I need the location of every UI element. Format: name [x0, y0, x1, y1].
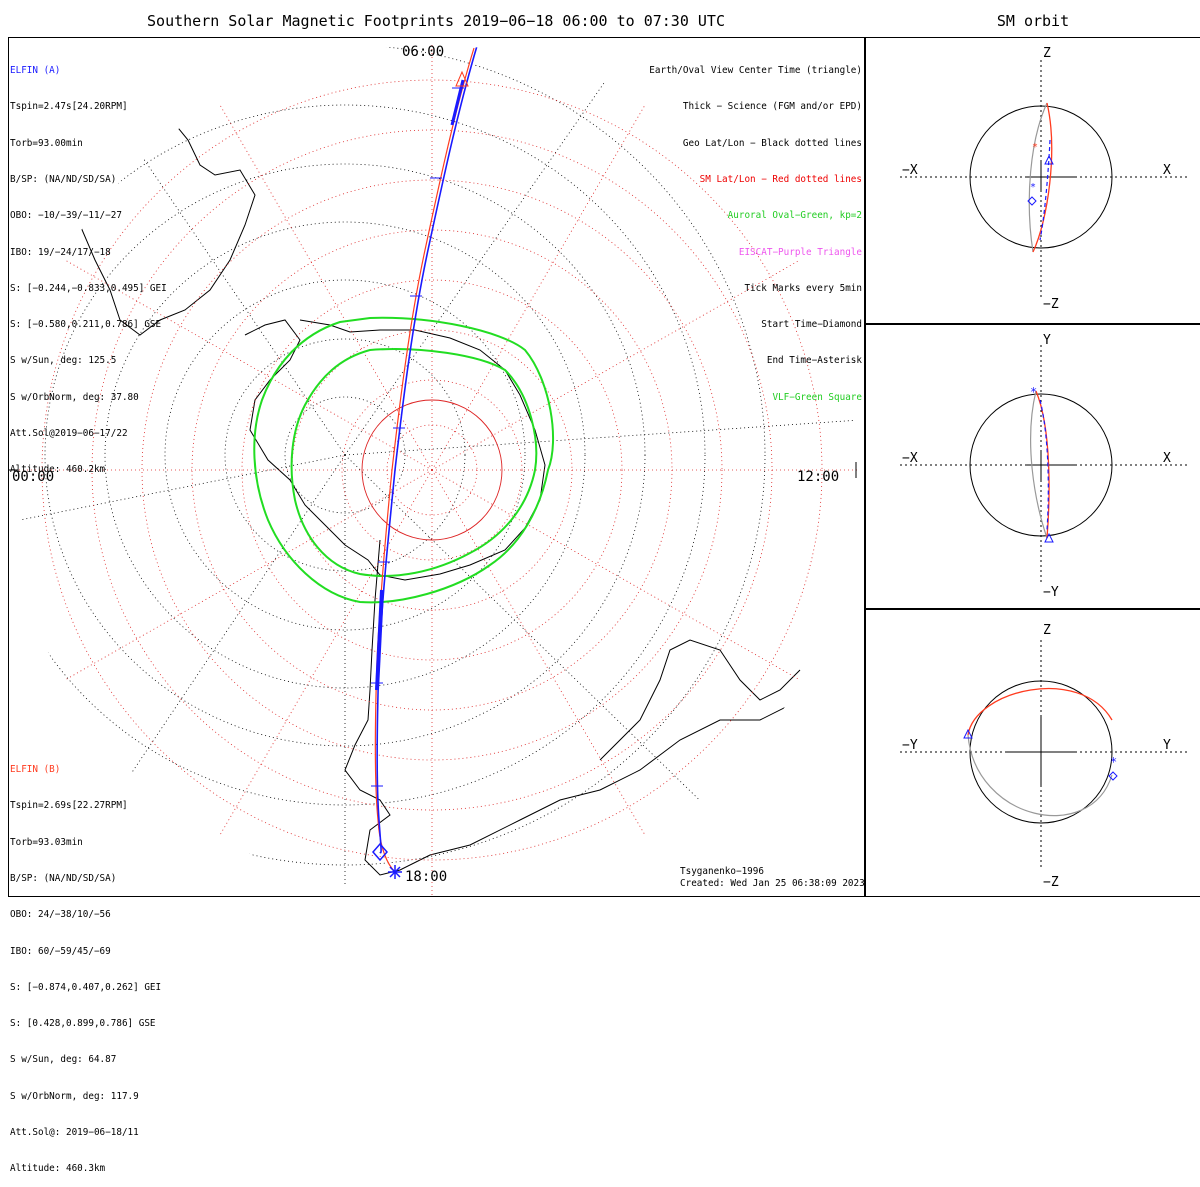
elfin-a-info: ELFIN (A) Tspin=2.47s[24.20RPM] Torb=93.… [10, 41, 167, 488]
legend-entry: Geo Lat/Lon − Black dotted lines [682, 137, 862, 149]
elfin-a-line: S: [−0.244,−0.833,0.495] GEI [10, 282, 167, 294]
elfin-b-line: IBO: 60/−59/45/−69 [10, 945, 111, 957]
legend-entry: Start Time−Diamond [761, 319, 862, 331]
legend-entry: Earth/Oval View Center Time (triangle) [649, 65, 862, 77]
orbit1-right-label: X [1163, 163, 1171, 178]
elfin-a-line: Torb=93.00min [10, 137, 83, 149]
svg-text:*: * [1030, 385, 1037, 399]
mlt-label-bottom: 18:00 [405, 869, 448, 885]
legend-entry: VLF−Green Square [772, 391, 862, 403]
orbit2-bottom-label: −Y [1043, 585, 1059, 600]
footprint-map [7, 45, 857, 895]
legend-entry: End Time−Asterisk [766, 355, 862, 367]
auroral-oval-outer [253, 316, 554, 604]
orbit-panel-xy-frame [865, 324, 1200, 609]
legend: Earth/Oval View Center Time (triangle) T… [649, 41, 862, 416]
elfin-b-line: OBO: 24/−38/10/−56 [10, 909, 111, 921]
orbit3-right-label: Y [1163, 738, 1171, 753]
orbit2-right-label: X [1163, 451, 1171, 466]
elfin-a-line: OBO: −10/−39/−11/−27 [10, 210, 122, 222]
orbit-panel-xz-frame [865, 37, 1200, 324]
sm-pole-circle [361, 399, 503, 541]
plot-title: Southern Solar Magnetic Footprints 2019−… [147, 12, 725, 30]
elfin-b-line: Altitude: 460.3km [10, 1163, 106, 1175]
footprint-map-frame [8, 37, 865, 897]
continent-south-america [344, 539, 851, 876]
continent-africa-tip [599, 639, 801, 761]
orbit1-left-label: −X [902, 163, 918, 178]
legend-entry: Tick Marks every 5min [744, 282, 862, 294]
elfin-a-start-diamond [372, 842, 388, 862]
mlt-label-right: 12:00 [797, 469, 840, 485]
elfin-b-trace [374, 47, 475, 873]
elfin-a-line: Altitude: 460.2km [10, 464, 106, 476]
elfin-b-info: ELFIN (B) Tspin=2.69s[22.27RPM] Torb=93.… [10, 740, 161, 1187]
elfin-a-line: IBO: 19/−24/17/−18 [10, 246, 111, 258]
elfin-b-line: Torb=93.03min [10, 836, 83, 848]
orbit3-left-label: −Y [902, 738, 918, 753]
elfin-a-line: S w/Sun, deg: 125.5 [10, 355, 117, 367]
elfin-a-trace [376, 45, 478, 854]
svg-text:*: * [1030, 182, 1036, 193]
orbit-panel-xy: * [900, 345, 1190, 585]
orbit3-top-label: Z [1043, 623, 1051, 638]
legend-entry: Thick − Science (FGM and/or EPD) [682, 101, 862, 113]
orbit1-top-label: Z [1043, 46, 1051, 61]
elfin-b-line: B/SP: (NA/ND/SD/SA) [10, 873, 117, 885]
continent-antarctica [244, 319, 546, 581]
legend-entry: Auroral Oval−Green, kp=2 [727, 210, 862, 222]
auroral-oval-inner [290, 348, 538, 577]
orbit2-top-label: Y [1043, 333, 1051, 348]
chart-svg: * * * * Z −Z −X X Y −Y −X X Z −Z −Y Y [7, 45, 1190, 895]
elfin-b-line: S: [−0.874,0.407,0.262] GEI [10, 981, 162, 993]
orbit-panel-yz-frame [865, 609, 1200, 897]
legend-entry: EISCAT−Purple Triangle [738, 246, 862, 258]
elfin-a-line: S w/OrbNorm, deg: 37.80 [10, 391, 139, 403]
elfin-a-end-asterisk [388, 865, 402, 879]
elfin-a-line: Tspin=2.47s[24.20RPM] [10, 101, 128, 113]
elfin-b-line: S: [0.428,0.899,0.786] GSE [10, 1018, 156, 1030]
mlt-label-top: 06:00 [402, 44, 445, 60]
svg-text:*: * [1110, 755, 1117, 769]
elfin-a-science-segment [375, 589, 384, 691]
elfin-a-line: Att.Sol@2019−06−17/22 [10, 428, 128, 439]
elfin-a-name: ELFIN (A) [10, 65, 61, 77]
svg-text:*: * [1032, 142, 1038, 153]
elfin-b-line: Att.Sol@: 2019−06−18/11 [10, 1127, 139, 1138]
elfin-a-line: B/SP: (NA/ND/SD/SA) [10, 174, 117, 186]
orbit2-left-label: −X [902, 451, 918, 466]
elfin-b-line: S w/OrbNorm, deg: 117.9 [10, 1090, 139, 1102]
orbit1-bottom-label: −Z [1043, 297, 1059, 312]
created-label: Created: Wed Jan 25 06:38:09 2023 [680, 878, 865, 889]
model-label: Tsyganenko−1996 [680, 866, 764, 877]
orbit-title: SM orbit [996, 12, 1070, 30]
orbit-panel-yz: * [900, 640, 1190, 870]
elfin-b-name: ELFIN (B) [10, 764, 61, 776]
mlt-label-left: 00:00 [12, 469, 55, 485]
elfin-b-line: Tspin=2.69s[22.27RPM] [10, 800, 128, 812]
orbit3-bottom-label: −Z [1043, 875, 1059, 890]
elfin-a-line: S: [−0.580,0.211,0.786] GSE [10, 319, 162, 331]
orbit-panel-xz: * * [900, 60, 1190, 300]
legend-entry: SM Lat/Lon − Red dotted lines [699, 174, 862, 186]
elfin-a-tick-marks [371, 87, 464, 787]
view-center-triangle [455, 70, 469, 87]
elfin-b-line: S w/Sun, deg: 64.87 [10, 1054, 117, 1066]
